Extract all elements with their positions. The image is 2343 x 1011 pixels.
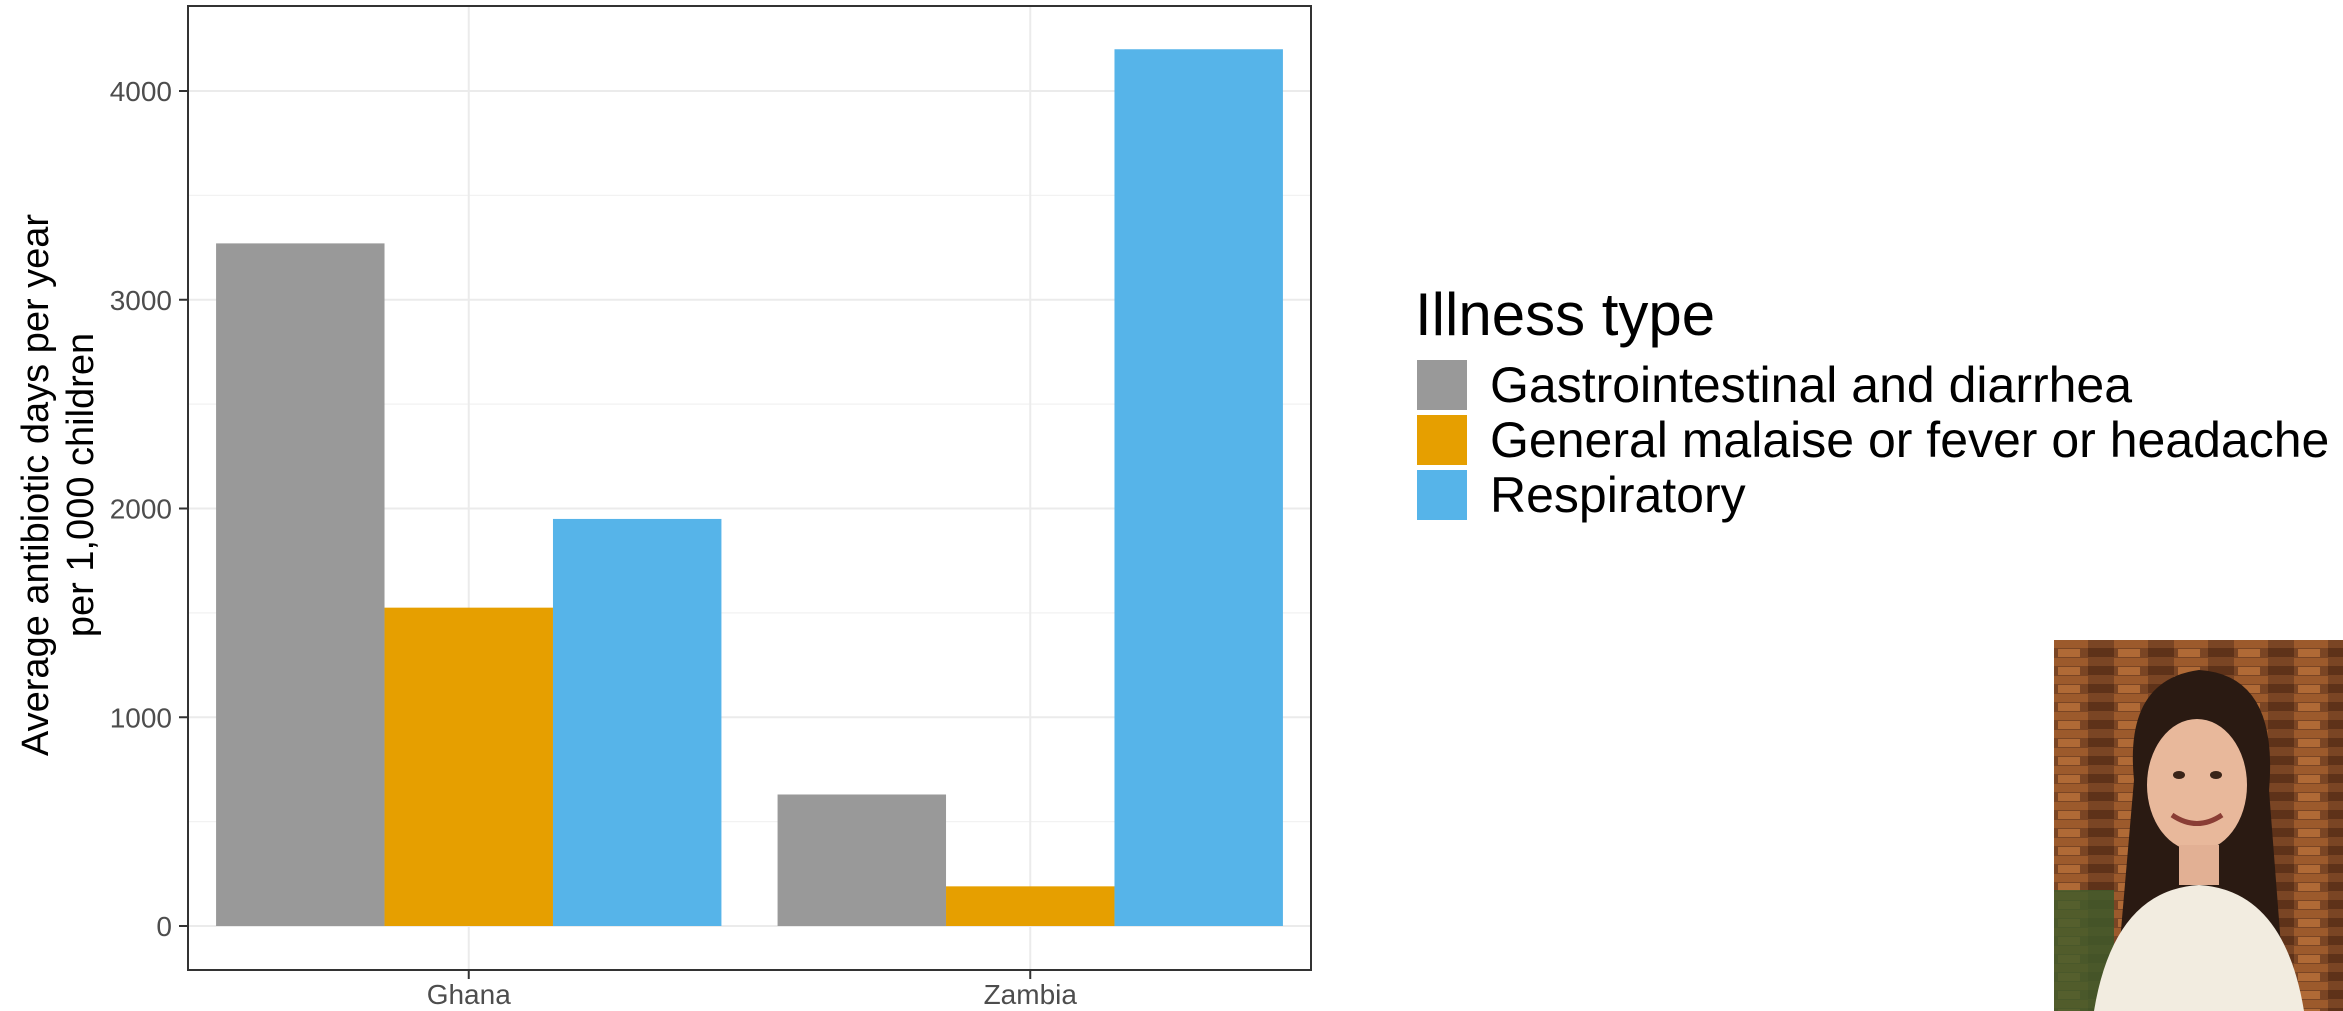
- bar-zambia-series-1: [777, 794, 947, 926]
- y-tick-label: 4000: [110, 76, 172, 107]
- y-axis-title-line-1: Average antibiotic days per year: [15, 214, 57, 757]
- legend-key: [1417, 470, 1467, 520]
- axis-ticks: 0 1000 2000 3000 4000 Ghana Zambia: [110, 76, 1078, 1010]
- legend-key: [1417, 360, 1467, 410]
- x-tick-label: Ghana: [427, 979, 511, 1010]
- bar-zambia-series-3: [1114, 49, 1283, 926]
- speaker-webcam-image: [2054, 640, 2343, 1011]
- y-tick-label: 0: [156, 911, 172, 942]
- y-tick-label: 1000: [110, 702, 172, 733]
- y-axis-title-line-2: per 1,000 children: [60, 333, 102, 637]
- legend: Illness type Gastrointestinal and diarrh…: [1415, 281, 2329, 523]
- legend-key: [1417, 415, 1467, 465]
- legend-title: Illness type: [1415, 281, 1715, 348]
- bar-ghana-series-1: [216, 243, 385, 926]
- legend-label: Respiratory: [1490, 467, 1746, 523]
- bar-zambia-series-2: [946, 886, 1115, 926]
- legend-label: General malaise or fever or headache: [1490, 412, 2329, 468]
- plot-panel-border: [187, 5, 1312, 971]
- bars: [216, 49, 1283, 926]
- speaker-webcam-photo: [2054, 640, 2343, 1011]
- bar-ghana-series-3: [552, 518, 722, 926]
- y-tick-label: 3000: [110, 285, 172, 316]
- x-tick-label: Zambia: [984, 979, 1078, 1010]
- bar-ghana-series-2: [384, 607, 553, 926]
- y-tick-label: 2000: [110, 494, 172, 525]
- legend-label: Gastrointestinal and diarrhea: [1490, 357, 2132, 413]
